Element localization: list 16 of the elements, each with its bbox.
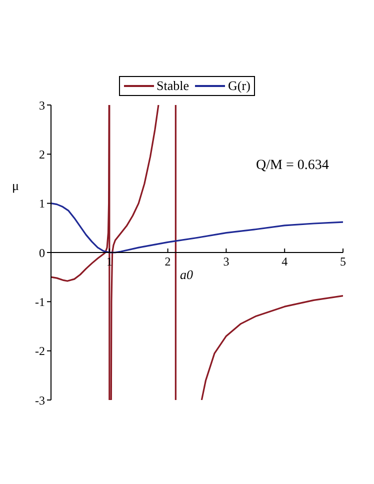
y-tick-label: -2 — [35, 344, 45, 358]
y-tick-label: 1 — [39, 196, 45, 211]
x-axis-title: a0 — [180, 267, 193, 283]
x-tick-label: 5 — [340, 254, 346, 268]
y-tick-label: -1 — [35, 294, 45, 309]
legend-label: G(r) — [228, 78, 250, 94]
y-tick-label: 2 — [39, 147, 45, 162]
y-axis-title: μ — [12, 178, 19, 194]
legend-label: Stable — [156, 78, 190, 94]
x-tick-label: 3 — [223, 254, 230, 268]
x-tick-label: 4 — [282, 254, 288, 268]
y-tick-label: -3 — [35, 393, 45, 408]
y-tick-label: 3 — [39, 98, 45, 112]
y-tick-label: 0 — [39, 246, 45, 260]
annotation: Q/M = 0.634 — [256, 158, 329, 174]
x-tick-label: 2 — [164, 254, 171, 268]
